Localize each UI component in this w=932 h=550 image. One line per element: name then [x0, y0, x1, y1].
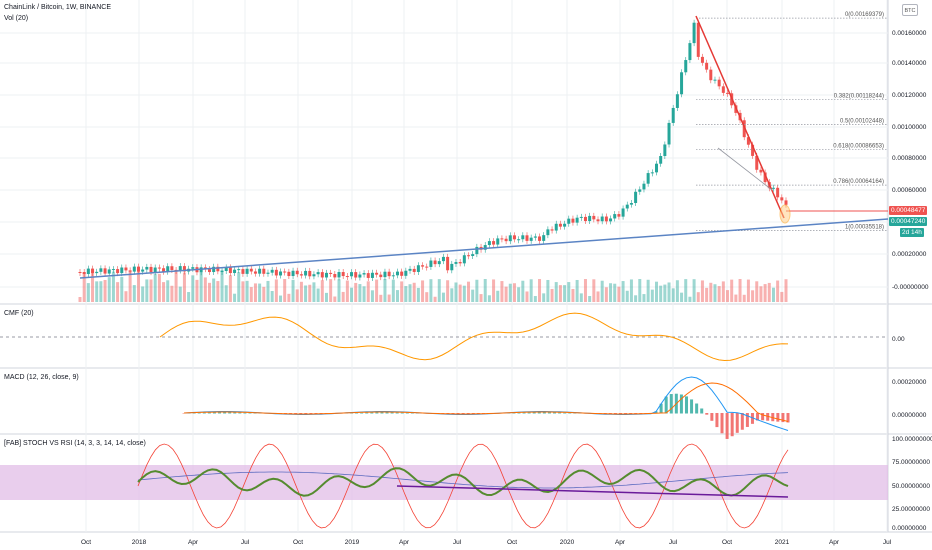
- time-axis-tick: 2019: [345, 539, 360, 546]
- time-axis-tick: Oct: [293, 539, 303, 546]
- resistance-trendline[interactable]: [695, 15, 785, 219]
- stoch-rsi-line: [137, 467, 789, 497]
- indicator-axis-tick: 0.00020000: [892, 379, 927, 386]
- time-axis-tick: Jul: [883, 539, 892, 546]
- fib-level-label: 0(0.00169379): [845, 12, 884, 18]
- wedge-line: [717, 147, 773, 191]
- time-axis-tick: Jul: [241, 539, 250, 546]
- stoch-upper-line: [137, 471, 789, 489]
- fib-level-label: 0.5(0.00102448): [840, 118, 884, 124]
- fib-level-label: 0.618(0.00086653): [833, 143, 884, 149]
- time-axis-tick: Jul: [453, 539, 462, 546]
- price-axis-tick: 0.00060000: [892, 187, 927, 194]
- cmf-line: [159, 312, 789, 362]
- indicator-axis-tick: 0.00000000: [892, 412, 927, 419]
- volume-legend: Vol (20): [4, 15, 29, 22]
- fib-level-label: 0.786(0.00064164): [833, 179, 884, 185]
- highlight-circle: [779, 204, 791, 224]
- current-price-label: 0.00047240: [889, 217, 928, 226]
- stoch-legend: [FAB] STOCH VS RSI (14, 3, 3, 14, 14, cl…: [4, 440, 146, 447]
- time-axis-tick: Oct: [507, 539, 517, 546]
- time-axis-tick: Apr: [615, 539, 626, 546]
- price-axis-tick: 0.00080000: [892, 155, 927, 162]
- time-axis-tick: Oct: [722, 539, 732, 546]
- time-axis-tick: 2020: [560, 539, 575, 546]
- price-axis-tick: 0.00160000: [892, 30, 927, 37]
- macd-legend: MACD (12, 26, close, 9): [4, 374, 79, 381]
- time-axis-tick: Jul: [669, 539, 678, 546]
- macd-histogram: [182, 393, 790, 439]
- volume-bars: [78, 269, 788, 302]
- time-axis-tick: Oct: [81, 539, 91, 546]
- indicator-axis-tick: 100.00000000: [892, 436, 932, 443]
- price-axis-tick: -0.00000000: [892, 284, 929, 291]
- indicator-axis-tick: 25.00000000: [892, 506, 930, 513]
- indicator-axis-tick: 0.00: [892, 336, 905, 343]
- time-axis-tick: Apr: [399, 539, 410, 546]
- chart-title: ChainLink / Bitcoin, 1W, BINANCE: [4, 4, 111, 11]
- price-axis-tick: 0.00120000: [892, 92, 927, 99]
- fib-level-label: 0.382(0.00118244): [834, 93, 884, 99]
- stoch-trendline[interactable]: [396, 485, 789, 498]
- last-close-label: 0.00048477: [889, 206, 928, 215]
- macd-signal-line: [183, 382, 789, 422]
- time-axis-tick: Apr: [829, 539, 840, 546]
- stoch-k-line: [137, 443, 789, 529]
- time-axis-tick: 2021: [775, 539, 790, 546]
- support-trendline[interactable]: [79, 218, 889, 279]
- time-axis-tick: 2018: [132, 539, 147, 546]
- fib-level-label: 1(0.00035518): [845, 225, 884, 231]
- indicator-axis-tick: 0.00000000: [892, 525, 927, 532]
- price-axis-tick: 0.00100000: [892, 124, 927, 131]
- fib-retracement[interactable]: 0(0.00169379) 0.382(0.00118244) 0.5(0.0010…: [696, 12, 888, 231]
- cmf-legend: CMF (20): [4, 310, 34, 317]
- price-axis-tick: 0.00020000: [892, 251, 927, 258]
- indicator-axis-tick: 50.00000000: [892, 483, 930, 490]
- countdown-label: 2d 14h: [900, 228, 924, 237]
- time-axis-tick: Apr: [188, 539, 199, 546]
- currency-badge[interactable]: BTC: [902, 4, 918, 16]
- price-candles: [78, 19, 788, 281]
- indicator-axis-tick: 75.00000000: [892, 459, 930, 466]
- price-axis-tick: 0.00140000: [892, 60, 927, 67]
